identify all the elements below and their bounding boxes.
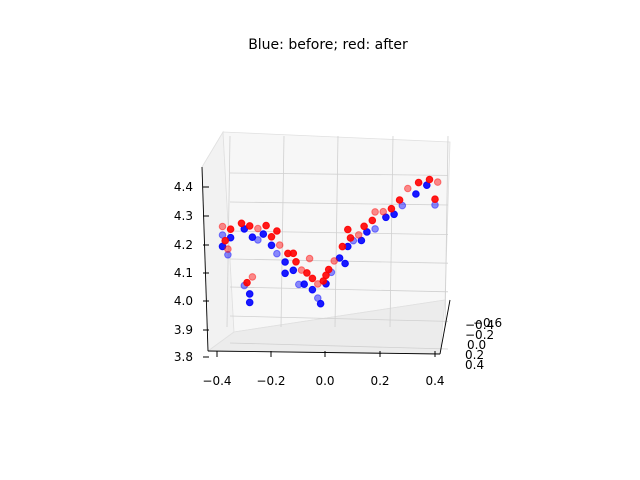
point-before	[357, 236, 366, 245]
point-before	[281, 258, 289, 266]
x-tick-label: −0.2	[256, 374, 285, 388]
point-before	[245, 290, 254, 298]
grid-line-z	[229, 342, 449, 350]
point-after	[344, 225, 352, 234]
y-tick-label: 0.4	[465, 358, 484, 372]
z-tick-label: 4.2	[174, 238, 193, 252]
point-after	[275, 241, 284, 249]
point-after	[226, 225, 235, 233]
point-after	[243, 278, 251, 287]
y-tick-label: −0.4	[465, 318, 494, 332]
point-after	[273, 227, 281, 235]
z-tick-label: 3.8	[174, 350, 193, 364]
z-axis-line	[201, 166, 209, 352]
point-after	[404, 184, 412, 193]
point-after	[218, 222, 227, 231]
point-after	[346, 234, 355, 242]
z-tick-label: 3.9	[174, 323, 193, 337]
point-after	[305, 254, 314, 263]
point-after	[289, 249, 298, 258]
point-before	[341, 259, 349, 268]
point-after	[322, 271, 330, 280]
point-before	[289, 266, 298, 275]
point-after	[292, 258, 300, 266]
point-after	[371, 208, 379, 216]
x-tick-label: 0.0	[315, 374, 334, 388]
point-after	[330, 257, 339, 265]
data-points	[218, 175, 442, 308]
x-tick-label: −0.4	[202, 374, 231, 388]
chart-title: Blue: before; red: after	[248, 37, 408, 53]
grid-line-x	[389, 135, 394, 328]
point-before	[308, 285, 317, 294]
point-before	[335, 254, 344, 262]
x-axis-line	[207, 350, 441, 355]
y-tick-label: 0.2	[465, 348, 484, 362]
point-after	[433, 178, 442, 186]
point-after	[267, 233, 276, 241]
point-before	[382, 213, 390, 222]
grid-line-x	[334, 135, 339, 328]
point-before	[254, 236, 262, 244]
y-tick-label: 0.0	[467, 338, 486, 352]
x-tick-label: 0.2	[370, 374, 389, 388]
z-tick-label: 4.3	[174, 209, 193, 223]
y-tick-label: −0.6	[473, 316, 502, 330]
point-after	[387, 204, 396, 213]
point-before	[248, 233, 257, 241]
y-axis-line	[439, 299, 451, 355]
point-after	[368, 216, 377, 225]
point-before	[267, 241, 276, 250]
point-after	[354, 231, 363, 239]
point-before	[316, 299, 325, 308]
z-tick-label: 4.4	[174, 180, 193, 194]
point-before	[281, 269, 289, 278]
point-after	[395, 196, 404, 204]
point-after	[308, 274, 317, 283]
point-after	[360, 222, 368, 231]
point-after	[338, 242, 347, 251]
point-after	[254, 224, 262, 233]
point-after	[303, 269, 311, 277]
grid-line-z	[229, 172, 449, 176]
y-tick-label: −0.2	[465, 328, 494, 342]
grid-line-z	[229, 315, 449, 322]
point-after	[431, 195, 439, 203]
point-after	[379, 207, 388, 216]
grid-line-z	[229, 286, 449, 293]
point-after	[262, 221, 270, 230]
point-before	[300, 280, 309, 289]
z-tick-label: 4.0	[174, 294, 193, 308]
point-before	[412, 190, 420, 198]
point-after	[224, 245, 232, 253]
grid-line-x	[444, 135, 449, 328]
point-before	[259, 230, 268, 238]
point-before	[224, 251, 232, 259]
grid-line-z	[229, 201, 449, 206]
point-before	[245, 298, 254, 307]
point-after	[425, 175, 434, 184]
axes: −0.4 −0.2 0.0 0.2 0.43.83.94.04.14.24.34.40.…	[174, 166, 502, 388]
grid	[226, 135, 449, 350]
z-tick-label: 4.1	[174, 266, 193, 280]
point-after	[248, 273, 257, 281]
point-before	[371, 225, 379, 233]
point-after	[237, 219, 246, 228]
point-after	[221, 236, 229, 245]
grid-line-z	[229, 230, 449, 235]
point-after	[245, 222, 254, 230]
point-after	[414, 178, 423, 187]
x-tick-label: 0.4	[425, 374, 444, 388]
point-before	[273, 249, 281, 258]
